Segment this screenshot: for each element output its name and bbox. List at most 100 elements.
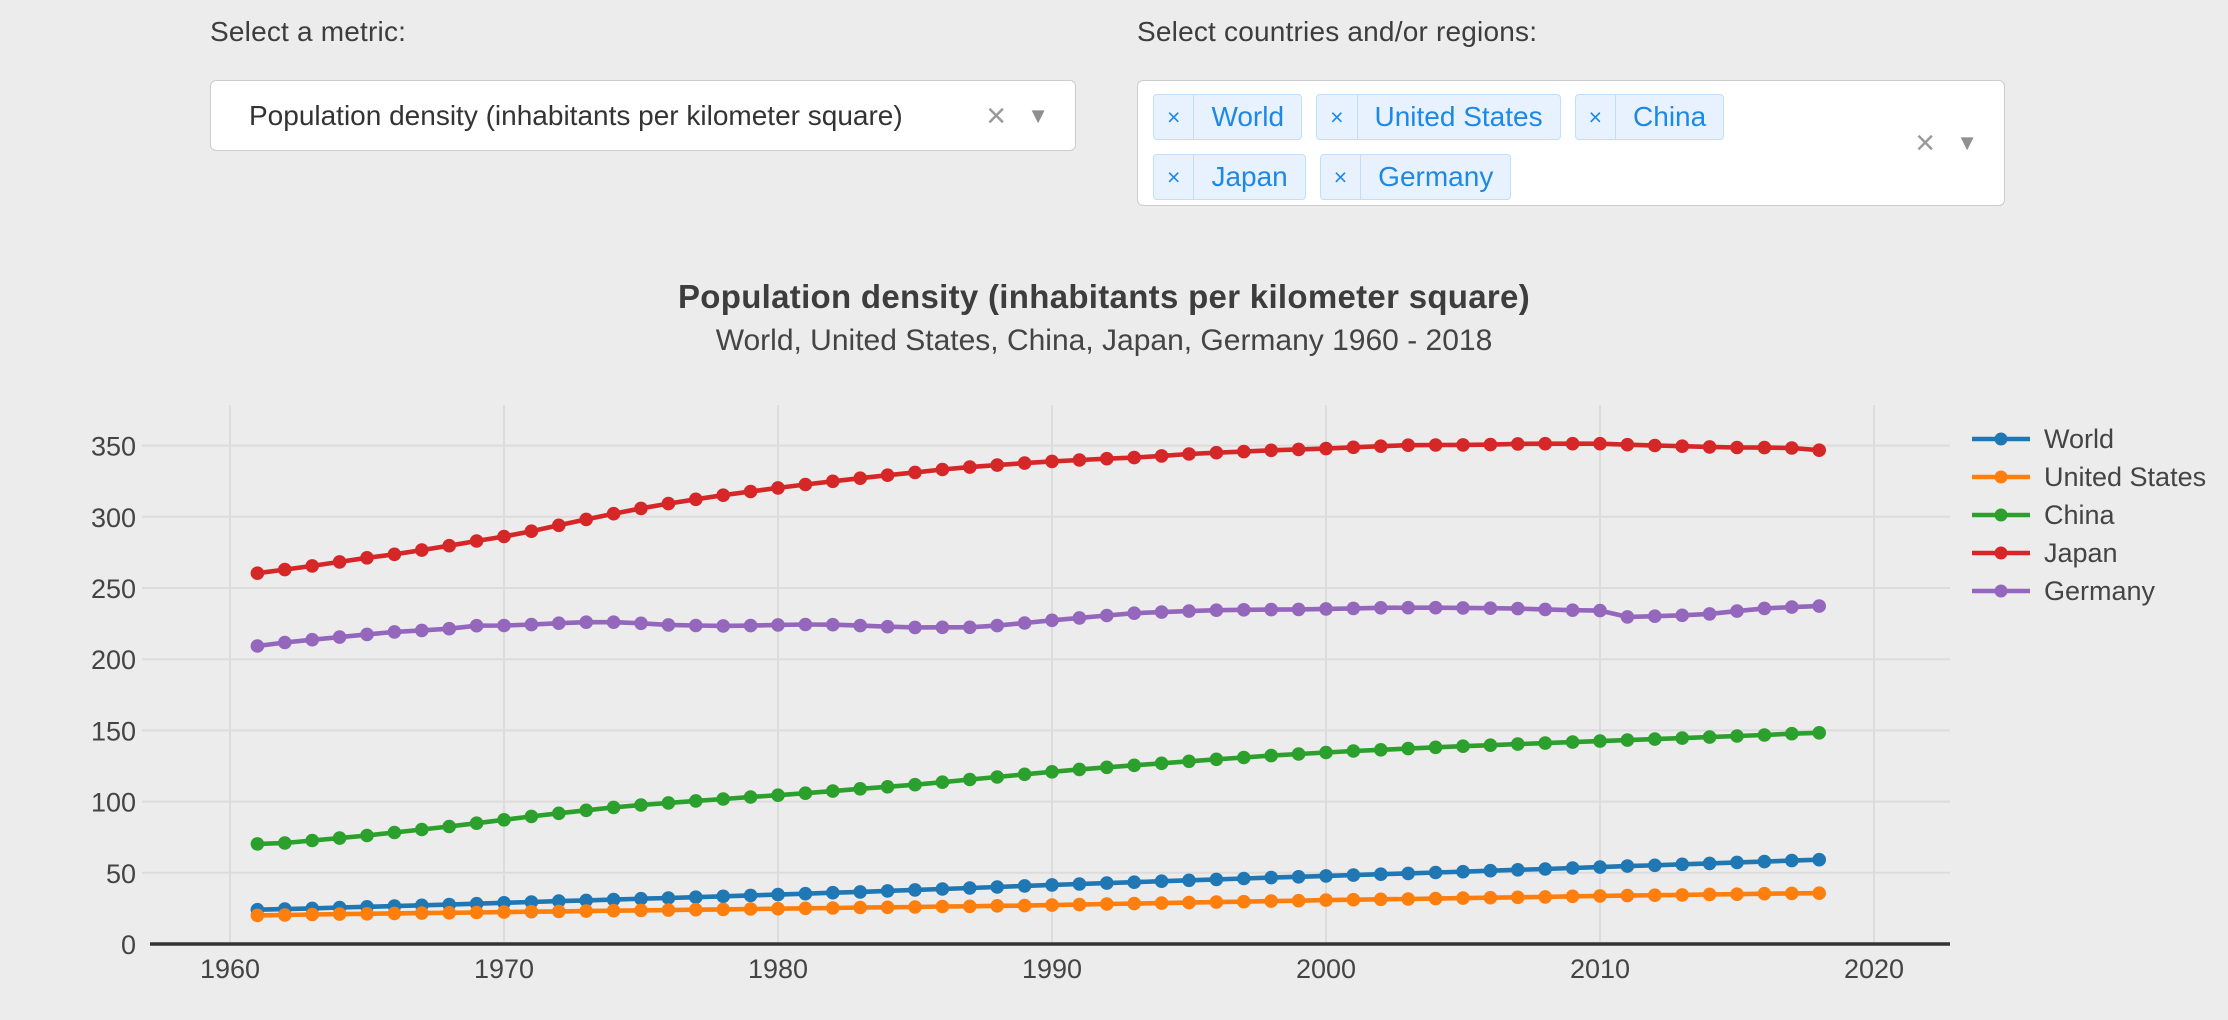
- data-point: [771, 481, 785, 495]
- data-point: [1401, 866, 1415, 881]
- data-point: [880, 900, 895, 915]
- data-point: [1100, 608, 1114, 623]
- data-point: [716, 902, 730, 917]
- data-point: [1675, 857, 1689, 872]
- data-point: [305, 632, 320, 647]
- country-chip: × World: [1153, 94, 1303, 140]
- data-point: [798, 617, 813, 632]
- data-point: [1812, 599, 1826, 613]
- data-point: [579, 615, 593, 629]
- data-point: [826, 901, 840, 915]
- data-point: [853, 471, 867, 486]
- data-point: [935, 882, 950, 896]
- data-point: [1401, 438, 1415, 453]
- data-point: [415, 822, 429, 837]
- data-point: [1511, 437, 1525, 451]
- metric-dropdown[interactable]: Population density (inhabitants per kilo…: [210, 80, 1076, 151]
- countries-dropdown-arrow-icon[interactable]: ▼: [1956, 130, 1978, 155]
- data-point: [1319, 745, 1333, 760]
- data-point: [1182, 895, 1196, 910]
- data-point: [1127, 758, 1141, 773]
- data-point: [1154, 896, 1169, 910]
- data-point: [1620, 437, 1635, 452]
- data-point: [1428, 740, 1443, 755]
- chart-legend: World United States China Japan Germany: [1972, 420, 2206, 610]
- legend-label: China: [2044, 499, 2115, 530]
- data-point: [1456, 601, 1470, 615]
- data-point: [1209, 445, 1224, 460]
- data-point: [1785, 886, 1799, 901]
- data-point: [524, 904, 539, 919]
- metric-control-block: Select a metric: Population density (inh…: [210, 16, 1080, 151]
- data-point: [1346, 892, 1361, 907]
- data-point: [1154, 605, 1169, 619]
- legend-item-united-states[interactable]: United States: [1972, 458, 2206, 496]
- y-tick-label: 200: [91, 645, 136, 675]
- chip-remove-icon[interactable]: ×: [1154, 95, 1195, 139]
- data-point: [908, 777, 922, 792]
- data-point: [606, 892, 621, 907]
- data-point: [442, 906, 457, 920]
- data-point: [1702, 440, 1717, 454]
- legend-item-japan[interactable]: Japan: [1972, 534, 2206, 572]
- data-point: [1346, 440, 1361, 455]
- data-point: [278, 908, 292, 922]
- metric-clear-icon[interactable]: ×: [986, 96, 1007, 135]
- legend-item-world[interactable]: World: [1972, 420, 2206, 458]
- countries-dropdown[interactable]: × World × United States × China × Japan × Germany…: [1137, 80, 2005, 206]
- legend-item-china[interactable]: China: [1972, 496, 2206, 534]
- metric-dropdown-arrow-icon[interactable]: ▼: [1027, 102, 1049, 128]
- chip-remove-icon[interactable]: ×: [1317, 95, 1358, 139]
- data-point: [1730, 855, 1744, 870]
- data-point: [1401, 741, 1415, 756]
- data-point: [1154, 449, 1169, 463]
- data-point: [250, 639, 265, 653]
- data-point: [1017, 767, 1032, 782]
- data-point: [771, 788, 785, 802]
- data-point: [497, 529, 511, 544]
- series-line-world: [257, 857, 1820, 912]
- data-point: [1428, 600, 1443, 615]
- data-point: [579, 512, 593, 527]
- chip-label: World: [1211, 101, 1285, 132]
- data-point: [1593, 603, 1607, 618]
- data-point: [935, 620, 950, 635]
- data-point: [634, 501, 648, 516]
- data-point: [1785, 441, 1799, 455]
- data-point: [771, 901, 785, 916]
- data-point: [661, 796, 676, 810]
- data-point: [524, 524, 539, 538]
- data-point: [1757, 728, 1772, 742]
- data-point: [716, 488, 730, 503]
- data-point: [1593, 436, 1607, 451]
- data-point: [1648, 732, 1662, 746]
- data-point: [716, 619, 730, 633]
- countries-clear-icon[interactable]: ×: [1915, 124, 1936, 162]
- series-markers-germany: [250, 599, 1826, 653]
- data-point: [1072, 877, 1087, 891]
- chip-remove-icon[interactable]: ×: [1154, 155, 1195, 199]
- data-point: [332, 555, 347, 569]
- data-point: [360, 627, 374, 642]
- data-point: [1209, 603, 1224, 617]
- legend-item-germany[interactable]: Germany: [1972, 572, 2206, 610]
- data-point: [1045, 613, 1059, 628]
- data-point: [634, 903, 648, 918]
- x-tick-label: 1990: [1022, 954, 1082, 984]
- data-point: [250, 908, 265, 923]
- data-point: [1538, 736, 1552, 750]
- chip-remove-icon[interactable]: ×: [1321, 155, 1362, 199]
- data-point: [1565, 861, 1580, 875]
- y-tick-label: 350: [91, 432, 136, 462]
- data-point: [1620, 610, 1635, 624]
- data-point: [1511, 737, 1525, 751]
- data-point: [360, 828, 374, 843]
- countries-dropdown-controls: × ▼: [1894, 81, 2004, 205]
- country-chip: × China: [1574, 94, 1725, 140]
- data-point: [661, 496, 676, 511]
- chart-title: Population density (inhabitants per kilo…: [677, 278, 1531, 315]
- chip-remove-icon[interactable]: ×: [1576, 95, 1617, 139]
- country-chip: × Germany: [1319, 154, 1512, 200]
- data-point: [743, 790, 758, 804]
- data-point: [1565, 436, 1580, 451]
